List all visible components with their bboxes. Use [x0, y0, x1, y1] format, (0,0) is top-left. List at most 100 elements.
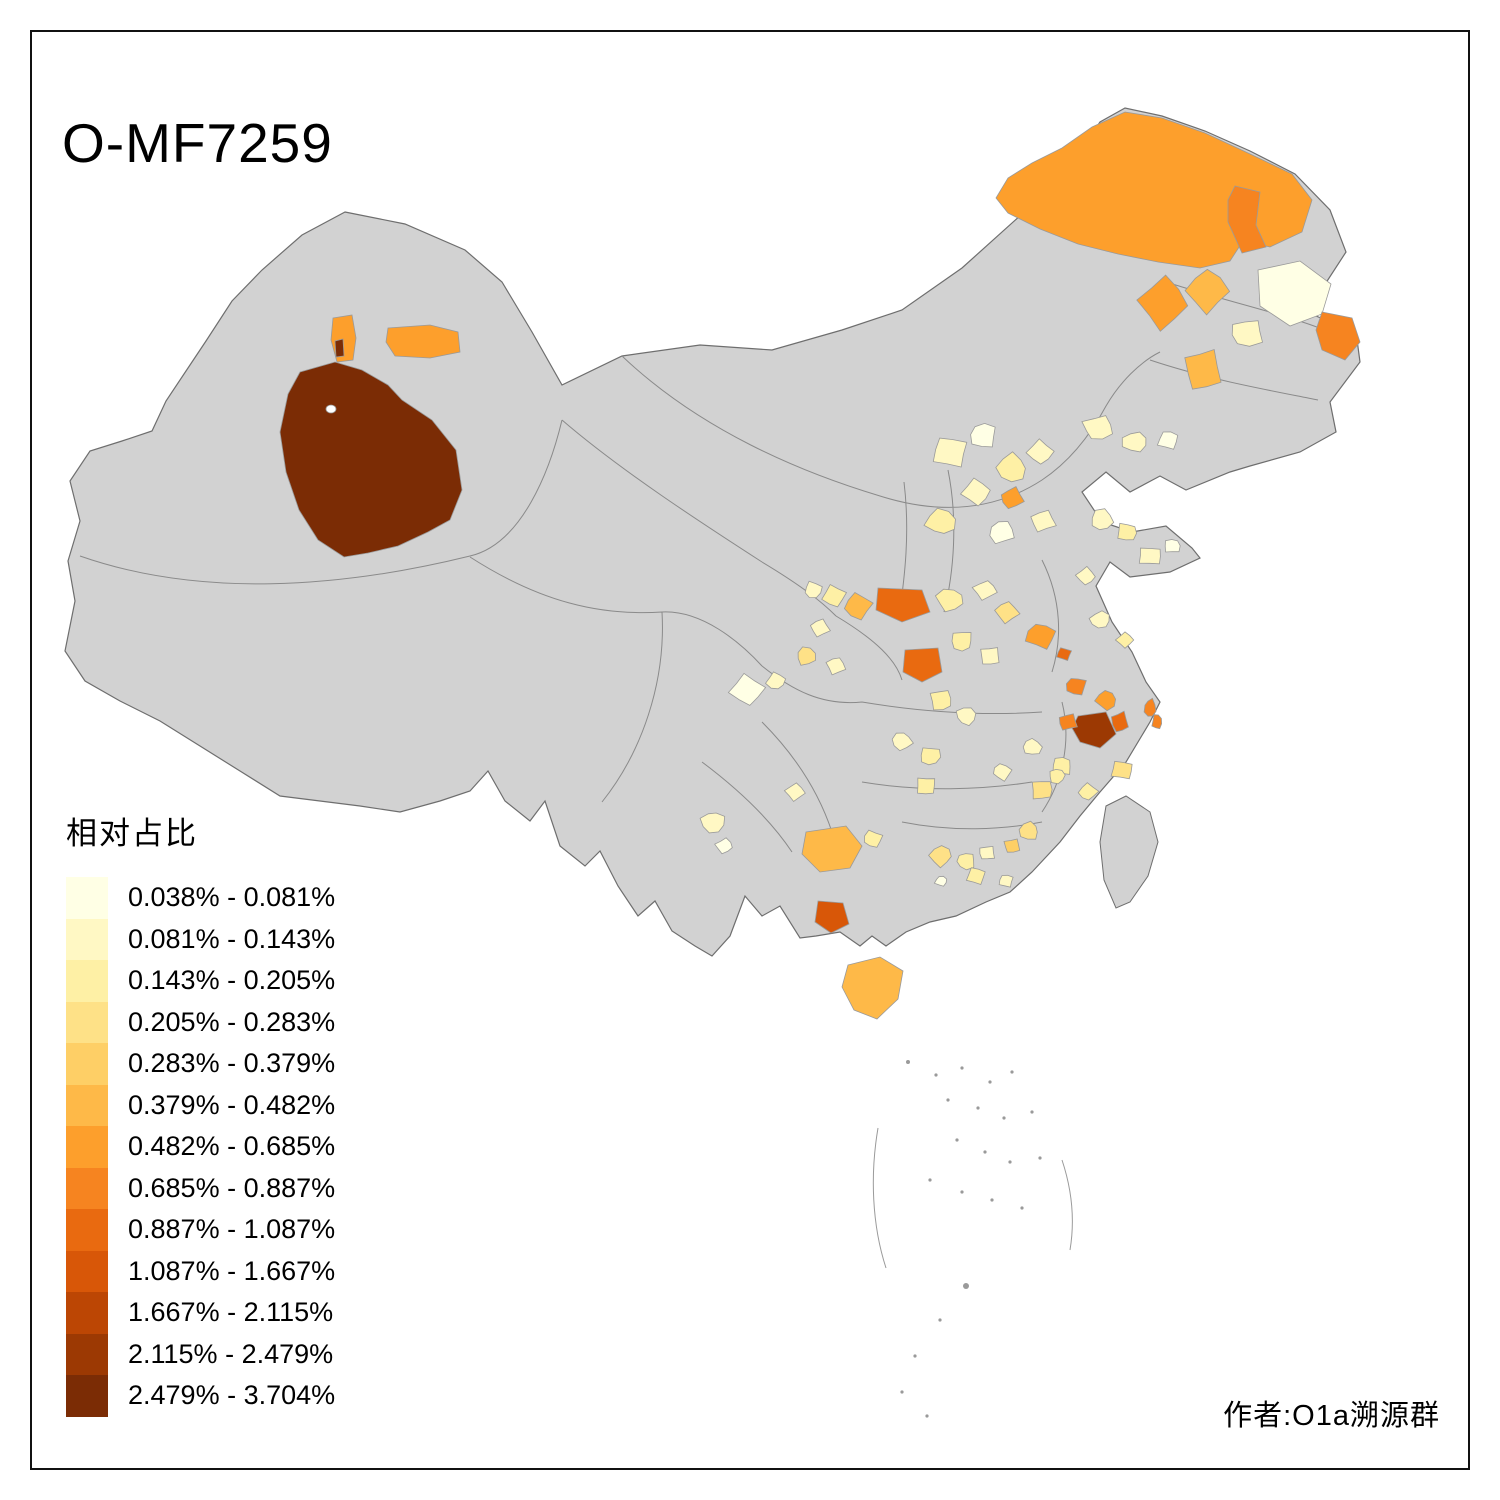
legend-label: 0.685% - 0.887%: [128, 1172, 336, 1203]
map-region: [809, 618, 832, 638]
map-region: [1094, 690, 1117, 712]
map-region: [1049, 768, 1066, 785]
legend-swatch: [66, 960, 108, 1002]
legend-swatch: [66, 1333, 108, 1375]
legend-row: 2.115% - 2.479%: [66, 1333, 335, 1375]
legend-swatch: [66, 1375, 108, 1417]
map-region: [1058, 713, 1078, 731]
legend-row: 0.205% - 0.283%: [66, 1001, 336, 1043]
map-region: [334, 338, 345, 358]
map-region: [1022, 737, 1043, 755]
map-region: [928, 845, 952, 869]
map-region: [863, 829, 884, 848]
map-region: [714, 837, 733, 855]
map-region: [965, 867, 986, 886]
legend-label: 0.143% - 0.205%: [128, 965, 336, 996]
map-region: [1156, 431, 1179, 450]
map-region: [923, 507, 956, 534]
map-region: [891, 732, 914, 752]
map-region: [1074, 565, 1096, 586]
map-region: [998, 874, 1014, 888]
map-region: [1000, 486, 1025, 510]
legend-row: 0.887% - 1.087%: [66, 1209, 335, 1251]
map-region: [956, 853, 975, 871]
map-region: [1114, 631, 1135, 649]
legend-row: 1.087% - 1.667%: [66, 1250, 335, 1292]
map-region: [1143, 697, 1157, 717]
legend-row: 0.081% - 0.143%: [66, 918, 336, 960]
map-region: [933, 875, 948, 887]
map-region: [1315, 311, 1361, 361]
map-region: [994, 601, 1021, 625]
legend-label: 1.667% - 2.115%: [128, 1297, 334, 1328]
legend-label: 0.205% - 0.283%: [128, 1006, 336, 1037]
legend-swatch: [66, 1167, 108, 1209]
map-region: [1136, 274, 1189, 332]
legend-label: 0.081% - 0.143%: [128, 923, 336, 954]
legend-swatch: [66, 1084, 108, 1126]
legend-label: 2.479% - 3.704%: [128, 1380, 336, 1411]
map-region: [959, 477, 991, 507]
legend-row: 0.143% - 0.205%: [66, 960, 335, 1002]
map-region: [279, 361, 463, 558]
choropleth-regions: [279, 111, 1361, 1020]
map-region: [1077, 782, 1100, 801]
map-region: [1025, 438, 1055, 465]
map-region: [783, 782, 806, 803]
map-region: [385, 324, 461, 359]
legend-row: 0.685% - 0.887%: [66, 1167, 336, 1209]
legend-title: 相对占比: [66, 816, 198, 851]
map-region: [1031, 781, 1053, 800]
legend-row: 2.479% - 3.704%: [66, 1375, 335, 1417]
legend-swatch: [66, 1250, 108, 1292]
map-region: [979, 845, 995, 860]
map-region: [902, 647, 943, 683]
map-region: [1003, 838, 1021, 853]
legend: 相对占比 0.038% - 0.081% 0.081% - 0.143% 0.143…: [66, 808, 335, 1417]
legend-label: 0.379% - 0.482%: [128, 1089, 336, 1120]
legend-label: 0.283% - 0.379%: [128, 1048, 336, 1079]
map-region: [980, 647, 1000, 665]
map-region: [993, 763, 1013, 782]
map-region: [821, 583, 848, 608]
map-region: [951, 632, 972, 652]
map-region: [804, 580, 823, 599]
small-enclave: [325, 404, 337, 414]
map-region: [917, 777, 936, 795]
map-region: [1117, 522, 1138, 541]
map-region: [843, 591, 874, 621]
map-region: [814, 900, 850, 934]
map-region: [955, 707, 977, 727]
legend-swatch: [66, 1126, 108, 1168]
legend-label: 0.887% - 1.087%: [128, 1214, 336, 1245]
map-region: [764, 671, 787, 690]
map-region: [825, 657, 847, 676]
map-region: [1121, 431, 1147, 453]
map-region: [932, 437, 968, 468]
legend-swatch: [66, 1292, 108, 1334]
map-region: [1231, 320, 1263, 347]
legend-label: 0.482% - 0.685%: [128, 1131, 336, 1162]
legend-row: 0.283% - 0.379%: [66, 1043, 335, 1085]
author-credit: 作者:O1a溯源群: [1223, 1400, 1440, 1432]
map-region: [1110, 710, 1129, 733]
map-region: [989, 521, 1015, 545]
map-region: [1056, 647, 1073, 662]
legend-swatch: [66, 918, 108, 960]
map-region: [934, 588, 964, 613]
map-region: [1184, 348, 1222, 390]
map-region: [970, 422, 996, 448]
map-region: [1065, 678, 1087, 696]
legend-label: 0.038% - 0.081%: [128, 882, 336, 913]
legend-swatch: [66, 1209, 108, 1251]
map-region: [1030, 509, 1057, 533]
legend-swatch: [66, 1001, 108, 1043]
taiwan-outline: [1099, 795, 1159, 909]
legend-swatch: [66, 877, 108, 919]
map-region: [1024, 623, 1057, 650]
map-region: [1088, 610, 1110, 629]
map-region: [1164, 539, 1181, 553]
map-region: [1018, 820, 1038, 840]
map-region: [727, 672, 767, 706]
